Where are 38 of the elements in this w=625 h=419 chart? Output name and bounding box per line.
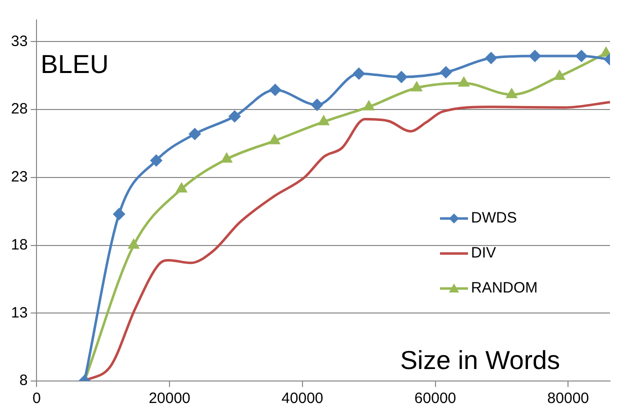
- x-tick-label: 20000: [148, 390, 190, 408]
- x-tick-label: 80000: [547, 390, 590, 408]
- point: [222, 153, 232, 163]
- point: [458, 77, 469, 87]
- point: [228, 110, 240, 122]
- point: [113, 208, 125, 220]
- point: [554, 70, 565, 80]
- point: [150, 154, 162, 166]
- legend-label: DIV: [471, 244, 496, 262]
- y-axis-title: BLEU: [40, 48, 109, 79]
- point: [311, 99, 323, 111]
- point: [485, 52, 497, 64]
- y-tick-label: 13: [10, 304, 28, 322]
- legend-label: RANDOM: [471, 280, 538, 297]
- y-tick-label: 18: [10, 236, 28, 254]
- point: [176, 183, 187, 192]
- x-tick-label: 40000: [282, 390, 324, 408]
- y-tick-label: 23: [10, 168, 28, 186]
- x-tick-label: 0: [32, 390, 41, 408]
- point: [412, 82, 422, 92]
- point: [506, 88, 517, 98]
- y-tick-label: 8: [19, 372, 28, 390]
- point: [440, 66, 452, 78]
- legend-label: DWDS: [471, 210, 517, 227]
- point: [128, 240, 139, 249]
- y-tick-label: 33: [10, 32, 28, 50]
- point: [576, 50, 588, 62]
- point: [364, 101, 374, 110]
- point: [353, 68, 365, 80]
- point: [269, 84, 281, 96]
- x-tick-label: 60000: [414, 390, 456, 408]
- point: [189, 128, 201, 140]
- point: [269, 135, 280, 144]
- y-tick-label: 28: [10, 100, 28, 118]
- point: [396, 71, 408, 83]
- point: [529, 50, 541, 62]
- x-axis-title: Size in Words: [400, 345, 560, 376]
- point: [318, 116, 329, 126]
